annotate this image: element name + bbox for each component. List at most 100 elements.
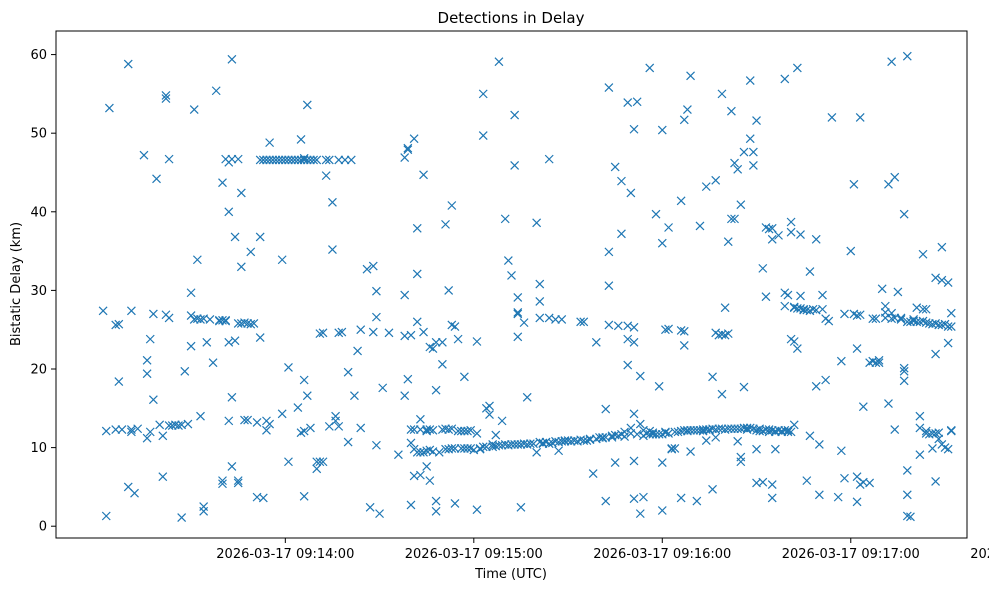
- data-point: [337, 327, 347, 337]
- data-point: [730, 158, 739, 168]
- data-point: [931, 429, 941, 438]
- data-point: [400, 290, 410, 300]
- data-point: [494, 57, 504, 67]
- data-point: [748, 160, 758, 170]
- data-point: [884, 399, 893, 409]
- data-point: [902, 465, 912, 475]
- data-point: [233, 478, 243, 488]
- data-point: [877, 284, 887, 294]
- data-point: [902, 490, 912, 500]
- data-point: [500, 214, 510, 224]
- data-point: [227, 392, 237, 402]
- data-point: [610, 162, 620, 172]
- data-point: [943, 338, 953, 348]
- data-point: [852, 311, 862, 320]
- data-point: [101, 426, 111, 436]
- data-point: [196, 411, 205, 421]
- data-point: [544, 439, 554, 449]
- data-point: [519, 439, 529, 449]
- data-point: [805, 267, 815, 276]
- data-point: [406, 438, 416, 448]
- data-point: [874, 358, 884, 368]
- data-point: [343, 437, 353, 447]
- data-point: [833, 492, 843, 502]
- data-point: [595, 432, 604, 442]
- data-point: [224, 207, 234, 217]
- data-point: [946, 425, 956, 435]
- data-point: [811, 381, 821, 391]
- data-point: [271, 155, 281, 165]
- data-point: [255, 232, 265, 242]
- data-point: [324, 155, 334, 165]
- data-point: [635, 509, 645, 519]
- data-point: [617, 229, 626, 239]
- data-point: [196, 315, 205, 324]
- data-point: [340, 155, 350, 165]
- data-point: [444, 285, 454, 295]
- data-point: [657, 458, 667, 467]
- x-tick-label: 2026-03-17 09:18:00: [970, 547, 989, 562]
- data-point: [400, 153, 410, 162]
- data-point: [503, 256, 513, 265]
- data-point: [513, 309, 523, 319]
- data-point: [412, 447, 422, 457]
- data-point: [302, 391, 312, 401]
- data-point: [532, 447, 542, 457]
- data-point: [726, 106, 736, 116]
- data-point: [604, 320, 614, 330]
- data-point: [252, 418, 262, 427]
- data-point: [466, 425, 476, 435]
- data-point: [434, 447, 444, 457]
- data-point: [277, 255, 287, 265]
- data-point: [516, 440, 526, 449]
- data-point: [601, 404, 611, 414]
- data-point: [403, 374, 413, 384]
- data-point: [934, 428, 944, 438]
- data-point: [874, 355, 884, 365]
- data-point: [513, 293, 523, 302]
- data-point: [444, 425, 454, 434]
- data-point: [585, 434, 595, 444]
- data-point: [371, 440, 381, 450]
- data-point: [415, 470, 425, 480]
- data-point: [343, 367, 353, 377]
- data-point: [629, 456, 639, 466]
- data-point: [180, 366, 190, 376]
- data-point: [855, 113, 865, 122]
- data-point: [161, 94, 171, 104]
- data-point: [258, 493, 268, 503]
- data-point: [748, 147, 758, 157]
- data-point: [937, 275, 947, 285]
- data-point: [689, 425, 699, 435]
- data-point: [632, 97, 642, 107]
- data-point: [447, 443, 457, 453]
- data-point: [290, 155, 300, 165]
- data-point: [284, 457, 293, 467]
- data-point: [551, 436, 560, 446]
- data-point: [626, 188, 636, 198]
- data-point: [478, 442, 488, 452]
- data-point: [293, 403, 303, 412]
- data-point: [786, 227, 796, 237]
- data-point: [485, 401, 494, 411]
- data-point: [745, 423, 755, 433]
- data-point: [328, 197, 337, 207]
- data-point: [623, 98, 633, 107]
- data-point: [280, 155, 290, 165]
- data-point: [639, 492, 648, 502]
- data-point: [208, 358, 218, 368]
- x-tick-label: 2026-03-17 09:14:00: [216, 547, 354, 562]
- data-point: [202, 337, 212, 347]
- data-point: [315, 329, 325, 339]
- x-tick-label: 2026-03-17 09:16:00: [593, 547, 731, 562]
- data-point: [786, 217, 796, 227]
- data-point: [318, 328, 328, 338]
- data-point: [896, 315, 906, 324]
- data-point: [384, 328, 394, 338]
- data-point: [676, 326, 686, 335]
- data-point: [192, 255, 202, 265]
- data-point: [946, 308, 956, 318]
- data-point: [554, 446, 564, 456]
- data-point: [142, 433, 152, 443]
- data-point: [431, 506, 441, 516]
